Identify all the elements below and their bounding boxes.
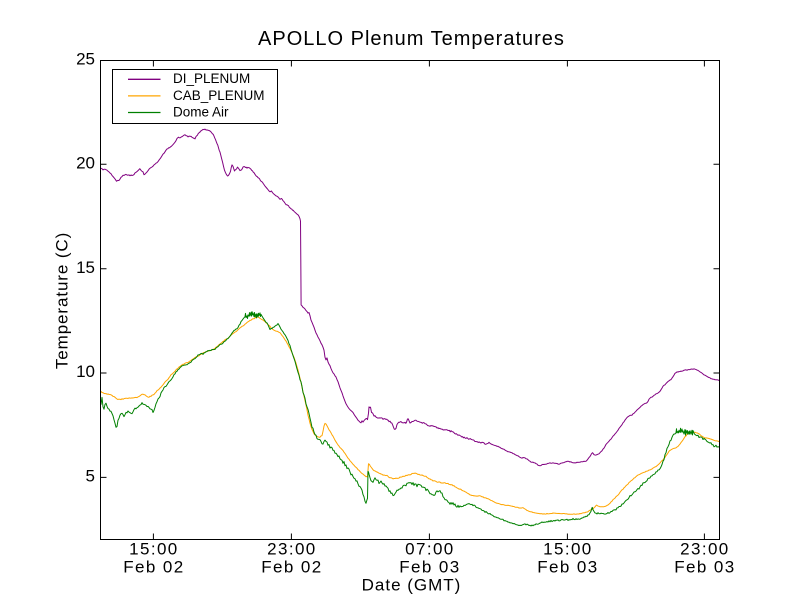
svg-text:DI_PLENUM: DI_PLENUM bbox=[173, 71, 250, 86]
svg-text:Temperature (C): Temperature (C) bbox=[53, 232, 72, 369]
svg-text:15:00: 15:00 bbox=[543, 540, 593, 559]
svg-text:07:00: 07:00 bbox=[405, 540, 455, 559]
svg-text:23:00: 23:00 bbox=[680, 540, 730, 559]
svg-text:5: 5 bbox=[86, 467, 95, 486]
svg-text:25: 25 bbox=[76, 50, 95, 69]
svg-text:15: 15 bbox=[76, 258, 95, 277]
svg-text:Feb 03: Feb 03 bbox=[537, 558, 598, 577]
svg-text:Date (GMT): Date (GMT) bbox=[362, 576, 462, 595]
svg-text:Feb 02: Feb 02 bbox=[261, 558, 322, 577]
svg-text:15:00: 15:00 bbox=[129, 540, 179, 559]
svg-text:Feb 03: Feb 03 bbox=[674, 558, 735, 577]
svg-text:Dome Air: Dome Air bbox=[173, 104, 229, 119]
svg-text:20: 20 bbox=[76, 153, 95, 172]
svg-text:10: 10 bbox=[76, 362, 95, 381]
svg-text:Feb 02: Feb 02 bbox=[123, 558, 184, 577]
svg-text:23:00: 23:00 bbox=[267, 540, 317, 559]
svg-text:Feb 03: Feb 03 bbox=[399, 558, 460, 577]
svg-text:CAB_PLENUM: CAB_PLENUM bbox=[173, 88, 265, 103]
svg-text:APOLLO Plenum Temperatures: APOLLO Plenum Temperatures bbox=[258, 28, 565, 50]
